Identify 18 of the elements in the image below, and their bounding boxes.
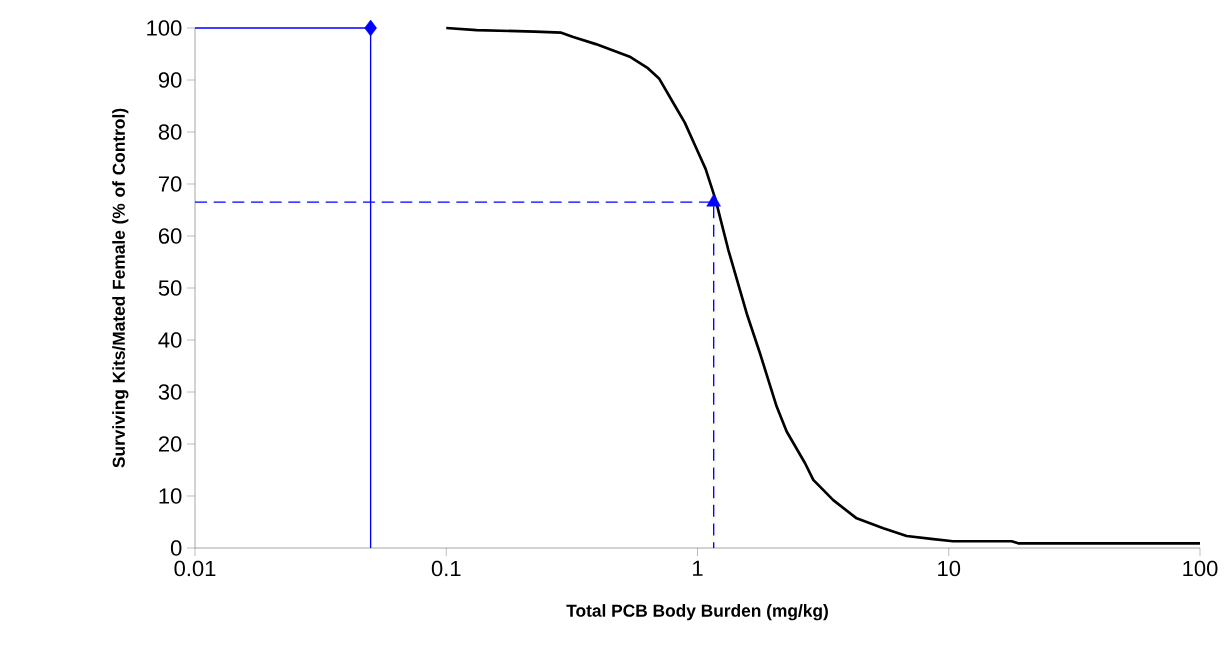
y-tick-label: 70	[158, 176, 182, 192]
y-axis-title: Surviving Kits/Mated Female (% of Control)	[112, 108, 129, 468]
x-tick-label: 1	[693, 560, 703, 576]
y-tick-label: 60	[158, 228, 182, 244]
y-tick-label: 100	[147, 20, 182, 36]
y-tick-label: 40	[158, 332, 182, 348]
y-tick-label: 10	[159, 488, 182, 504]
x-tick-label: 100	[1183, 560, 1218, 577]
x-tick-label: 10	[938, 560, 961, 577]
y-tick-label: 0	[170, 540, 182, 556]
y-tick-label: 50	[158, 280, 182, 296]
y-tick-label: 30	[158, 384, 182, 400]
y-tick-label: 90	[158, 72, 182, 88]
x-axis-title: Total PCB Body Burden (mg/kg)	[566, 604, 828, 621]
y-tick-label: 20	[158, 436, 182, 452]
x-tick-label: 0.1	[431, 560, 461, 577]
x-tick-label: 0.01	[174, 560, 216, 577]
y-tick-label: 80	[158, 124, 182, 140]
